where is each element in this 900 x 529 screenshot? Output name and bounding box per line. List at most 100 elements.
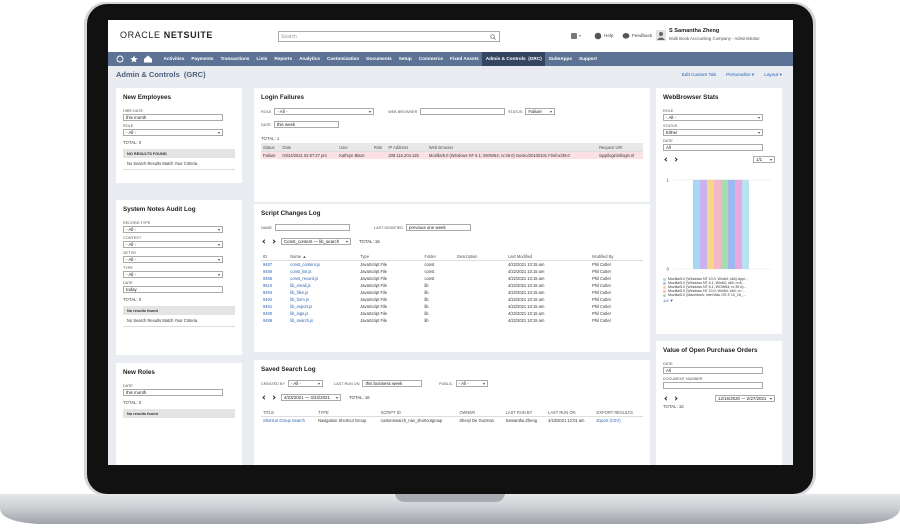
dropdown[interactable]: - All - xyxy=(123,129,223,136)
cell[interactable]: const_content.js xyxy=(290,262,320,267)
text-input[interactable] xyxy=(274,224,350,231)
cell[interactable]: lib_search.js xyxy=(290,318,314,323)
next-button[interactable] xyxy=(672,156,677,163)
text-input[interactable] xyxy=(663,382,763,389)
dropdown[interactable]: - All - xyxy=(287,380,323,387)
cell[interactable]: lib_logs.js xyxy=(290,311,309,316)
field: PUBLIC - All - xyxy=(439,380,488,387)
cell[interactable]: lib_email.js xyxy=(290,283,311,288)
cell[interactable]: 9494 xyxy=(263,290,273,295)
recent-nav-icon[interactable] xyxy=(116,55,124,63)
dropdown[interactable]: - All - xyxy=(455,380,488,387)
page-link[interactable]: Layout ▾ xyxy=(764,72,782,77)
field-label: PUBLIC xyxy=(439,381,453,386)
total: TOTAL: 1 xyxy=(261,136,280,141)
pager-select[interactable]: 12/16/2020 — 2/27/2021 xyxy=(715,395,775,402)
nav-item[interactable]: Customization xyxy=(326,56,360,61)
cell[interactable]: 9486 xyxy=(263,269,273,274)
home-icon[interactable] xyxy=(144,55,152,63)
text-input[interactable] xyxy=(420,108,506,115)
table: TITLE TYPE SCRIPT ID OWNER LAST RUN BY LAST R… xyxy=(261,408,643,424)
cell[interactable]: 9491 xyxy=(263,304,273,309)
cell[interactable]: const_list.js xyxy=(290,269,312,274)
text-input[interactable]: previous one week xyxy=(406,224,472,231)
nav-item[interactable]: Setup xyxy=(398,56,412,61)
nav-item[interactable]: Fixed Assets xyxy=(450,56,479,61)
nav-item[interactable]: Activities xyxy=(163,56,185,61)
input-value: this week xyxy=(276,122,296,127)
legend-item[interactable]: Mozilla/5.0 (Windows NT 10.0; Win64; x64… xyxy=(663,277,775,281)
nav-item[interactable]: Transactions xyxy=(220,56,250,61)
column-header: LAST RUN BY xyxy=(503,408,547,417)
nav-item[interactable]: Admin & Controls (GRC) xyxy=(482,52,546,66)
pager-select[interactable]: 4/23/2021 — 4/22/2021 xyxy=(281,394,341,401)
cell[interactable]: 9490 xyxy=(263,311,273,316)
cell[interactable]: 9492 xyxy=(263,297,273,302)
cell[interactable]: 9489 xyxy=(263,318,273,323)
nav-item[interactable]: SuiteApps xyxy=(548,56,572,61)
cell[interactable]: Shortcut Group Search xyxy=(263,418,305,423)
feedback-link[interactable]: Feedback xyxy=(632,33,653,38)
dropdown[interactable]: Either xyxy=(663,129,763,136)
pager-select[interactable]: 1/1 xyxy=(753,156,775,163)
page-link[interactable]: Edit Custom Tab xyxy=(681,72,717,77)
nav-item[interactable]: Reports xyxy=(274,56,293,61)
legend-item[interactable]: Mozilla/5.0 (Windows NT 10.0; Win64; x64… xyxy=(663,289,775,293)
nav-item[interactable]: Analytics xyxy=(299,56,320,61)
text-input[interactable]: this business week xyxy=(362,380,423,387)
dropdown[interactable]: Failure xyxy=(525,108,556,115)
legend-swatch xyxy=(663,293,666,297)
text-input[interactable]: today xyxy=(123,286,223,293)
feedback-icon[interactable] xyxy=(622,32,630,40)
nav-item[interactable]: Documents xyxy=(366,56,392,61)
dropdown[interactable]: - All - xyxy=(123,256,223,263)
text-input[interactable]: this month xyxy=(123,114,223,121)
prev-button[interactable] xyxy=(663,156,668,163)
next-button[interactable] xyxy=(270,238,275,245)
legend-item[interactable]: Mozilla/5.0 (Windows NT 6.1; Win64; x64;… xyxy=(663,281,775,285)
recent-icon[interactable] xyxy=(570,32,582,40)
page-link[interactable]: Personalize ▾ xyxy=(726,72,755,77)
legend-item[interactable]: Mozilla/5.0 (Windows NT 6.1; WOW64; rv:3… xyxy=(663,285,775,289)
cell[interactable]: lib_files.js xyxy=(290,290,309,295)
cell[interactable]: lib_form.js xyxy=(290,297,309,302)
dropdown[interactable]: - All - xyxy=(123,226,223,233)
nav-item[interactable]: Payments xyxy=(191,56,214,61)
dropdown[interactable]: - All - xyxy=(663,114,763,121)
help-icon[interactable] xyxy=(594,32,602,40)
help-link[interactable]: Help xyxy=(604,33,614,38)
avatar[interactable] xyxy=(656,30,666,41)
cell[interactable]: Export (CSV) xyxy=(596,418,621,423)
star-icon[interactable] xyxy=(130,55,138,63)
pager-select[interactable]: Const_content — lib_search xyxy=(281,238,351,245)
bar xyxy=(735,179,742,269)
cell[interactable]: 9510 xyxy=(263,283,273,288)
nav-item[interactable]: Lists xyxy=(256,56,268,61)
legend-item[interactable]: Mozilla/5.0 (Macintosh; Intel Mac OS X 1… xyxy=(663,293,775,297)
prev-button[interactable] xyxy=(261,238,266,245)
row: 9486 const_list.js JavaScript File const 4/2… xyxy=(261,268,643,275)
text-input[interactable]: this week xyxy=(273,121,339,128)
text-input[interactable]: All xyxy=(663,144,763,151)
cell[interactable]: lib_export.js xyxy=(290,304,313,309)
legend-page[interactable]: 1/4 ▼ xyxy=(663,298,674,303)
cell[interactable]: const_record.js xyxy=(290,276,319,281)
prev-button[interactable] xyxy=(663,395,668,402)
user-name[interactable]: S Samantha Zheng xyxy=(669,28,720,34)
nav-item[interactable]: Support xyxy=(578,56,597,61)
table: Status Date User Role IP Address Web Browser R… xyxy=(261,143,643,159)
column-header: EXPORT RESULTS xyxy=(594,408,643,417)
cell[interactable]: 9485 xyxy=(263,276,273,281)
next-button[interactable] xyxy=(672,395,677,402)
portlet-title: WebBrowser Stats xyxy=(663,94,719,101)
prev-button[interactable] xyxy=(261,394,266,401)
dropdown[interactable]: - All - xyxy=(123,271,223,278)
search-box[interactable]: Search xyxy=(278,31,500,42)
text-input[interactable]: this month xyxy=(123,389,223,396)
next-button[interactable] xyxy=(270,394,275,401)
dropdown[interactable]: - All - xyxy=(274,108,375,115)
text-input[interactable]: All xyxy=(663,367,763,374)
cell[interactable]: 9487 xyxy=(263,262,273,267)
nav-item[interactable]: Commerce xyxy=(418,56,444,61)
dropdown[interactable]: - All - xyxy=(123,241,223,248)
